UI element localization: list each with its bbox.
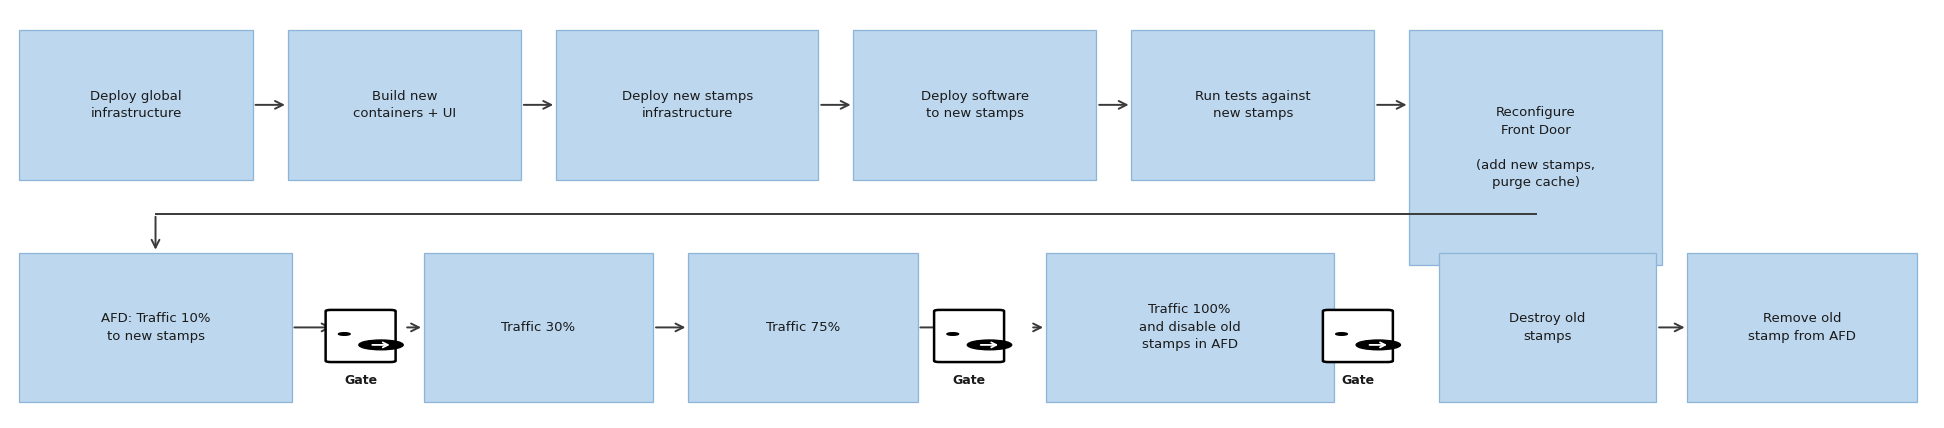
Circle shape bbox=[947, 333, 958, 335]
FancyBboxPatch shape bbox=[288, 30, 521, 180]
FancyBboxPatch shape bbox=[325, 310, 397, 362]
FancyBboxPatch shape bbox=[1439, 253, 1656, 402]
Circle shape bbox=[360, 340, 402, 350]
Text: Run tests against
new stamps: Run tests against new stamps bbox=[1196, 89, 1310, 120]
Text: Deploy software
to new stamps: Deploy software to new stamps bbox=[921, 89, 1028, 120]
Text: Traffic 30%: Traffic 30% bbox=[502, 321, 575, 334]
Text: Build new
containers + UI: Build new containers + UI bbox=[352, 89, 457, 120]
FancyBboxPatch shape bbox=[424, 253, 653, 402]
Text: Deploy new stamps
infrastructure: Deploy new stamps infrastructure bbox=[622, 89, 752, 120]
FancyBboxPatch shape bbox=[19, 30, 253, 180]
Circle shape bbox=[968, 340, 1011, 350]
Text: Gate: Gate bbox=[344, 374, 377, 386]
Text: Reconfigure
Front Door

(add new stamps,
purge cache): Reconfigure Front Door (add new stamps, … bbox=[1475, 106, 1596, 189]
FancyBboxPatch shape bbox=[1409, 30, 1662, 265]
FancyBboxPatch shape bbox=[933, 310, 1003, 362]
FancyBboxPatch shape bbox=[1687, 253, 1917, 402]
Circle shape bbox=[1357, 340, 1400, 350]
Text: Traffic 100%
and disable old
stamps in AFD: Traffic 100% and disable old stamps in A… bbox=[1139, 303, 1240, 351]
Text: Gate: Gate bbox=[953, 374, 986, 386]
Text: Remove old
stamp from AFD: Remove old stamp from AFD bbox=[1748, 312, 1857, 343]
FancyBboxPatch shape bbox=[853, 30, 1096, 180]
FancyBboxPatch shape bbox=[1131, 30, 1374, 180]
FancyBboxPatch shape bbox=[19, 253, 292, 402]
Text: Deploy global
infrastructure: Deploy global infrastructure bbox=[89, 89, 183, 120]
Text: Destroy old
stamps: Destroy old stamps bbox=[1509, 312, 1586, 343]
Circle shape bbox=[1336, 333, 1347, 335]
FancyBboxPatch shape bbox=[556, 30, 818, 180]
Text: Traffic 75%: Traffic 75% bbox=[766, 321, 840, 334]
FancyBboxPatch shape bbox=[1322, 310, 1392, 362]
Text: AFD: Traffic 10%
to new stamps: AFD: Traffic 10% to new stamps bbox=[101, 312, 210, 343]
FancyBboxPatch shape bbox=[688, 253, 918, 402]
FancyBboxPatch shape bbox=[1046, 253, 1334, 402]
Circle shape bbox=[338, 333, 350, 335]
Text: Gate: Gate bbox=[1341, 374, 1374, 386]
